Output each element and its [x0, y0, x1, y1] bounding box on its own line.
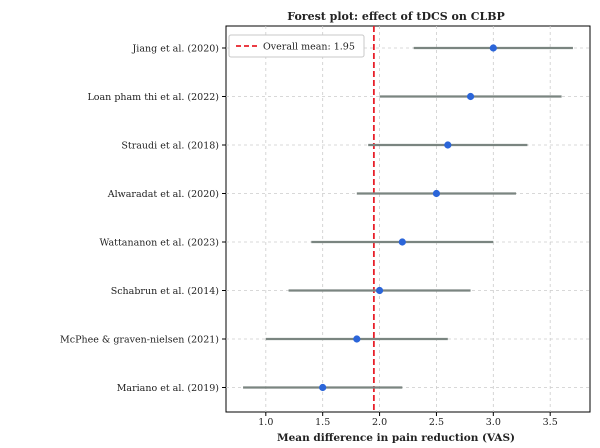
chart-title: Forest plot: effect of tDCS on CLBP: [287, 10, 505, 23]
confidence-intervals: [243, 46, 573, 389]
x-tick-label-2: 2.0: [372, 417, 387, 428]
x-tick-label-0: 1.0: [258, 417, 273, 428]
study-point-2: [444, 141, 452, 149]
study-point-6: [353, 335, 361, 343]
plot-frame: [225, 25, 591, 413]
x-tick-label-4: 3.0: [486, 417, 501, 428]
y-tick-label-6: McPhee & graven-nielsen (2021): [60, 335, 219, 346]
y-tick-label-4: Wattananon et al. (2023): [100, 238, 219, 249]
y-tick-label-5: Schabrun et al. (2014): [111, 286, 219, 297]
y-tick-label-2: Straudi et al. (2018): [121, 141, 219, 152]
x-axis-label: Mean difference in pain reduction (VAS): [277, 432, 515, 444]
study-point-4: [398, 238, 406, 246]
y-tick-label-1: Loan pham thi et al. (2022): [87, 92, 219, 103]
study-point-3: [432, 189, 441, 198]
study-points: [319, 44, 497, 392]
study-point-5: [375, 286, 384, 295]
y-tick-label-3: Alwaradat et al. (2020): [107, 189, 219, 200]
y-tick-label-0: Jiang et al. (2020): [131, 44, 219, 55]
y-tick-label-7: Mariano et al. (2019): [117, 383, 219, 394]
legend-label-overall-mean: Overall mean: 1.95: [263, 42, 355, 53]
study-point-0: [489, 44, 497, 52]
grid: [226, 26, 590, 412]
x-tick-label-3: 2.5: [429, 417, 444, 428]
x-tick-label-5: 3.5: [543, 417, 558, 428]
x-tick-label-1: 1.5: [315, 417, 330, 428]
study-point-1: [466, 92, 475, 101]
legend-box: [228, 34, 365, 58]
legend: Overall mean: 1.95: [228, 34, 365, 58]
x-tick-labels: 1.0 1.5 2.0 2.5 3.0 3.5: [258, 412, 558, 428]
study-point-7: [319, 383, 327, 392]
y-tick-labels: Jiang et al. (2020) Loan pham thi et al. …: [60, 44, 226, 394]
